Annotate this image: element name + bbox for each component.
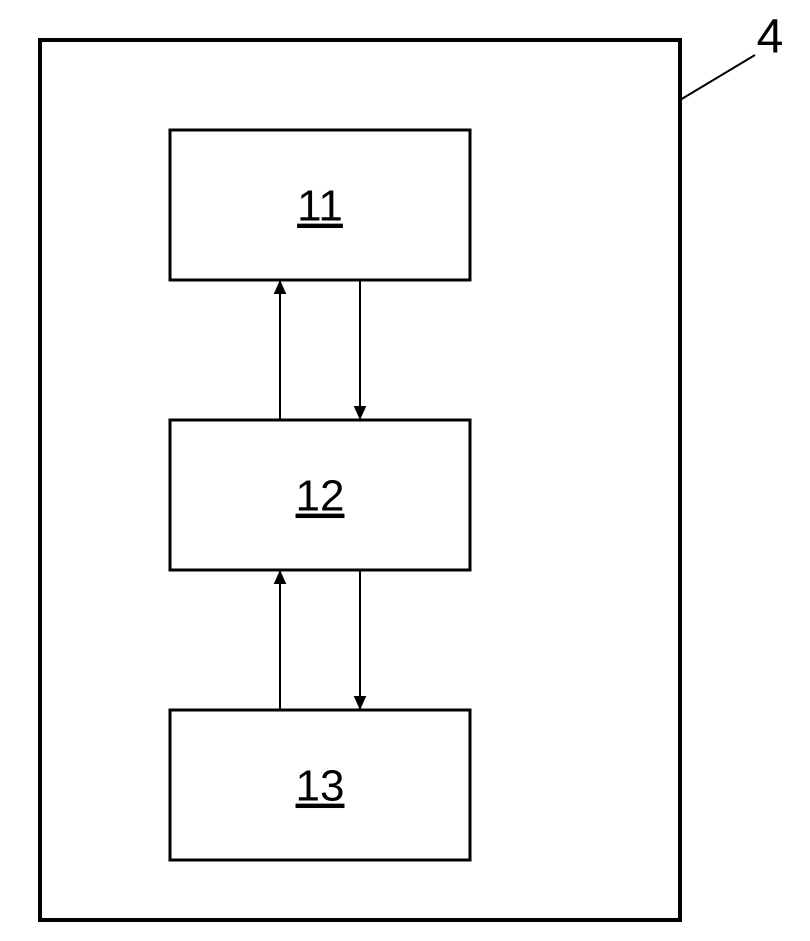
leader-line (680, 55, 755, 100)
box-11: 11 (170, 130, 470, 280)
box-12: 12 (170, 420, 470, 570)
outer-label-4: 4 (757, 11, 784, 64)
block-label: 12 (296, 472, 345, 521)
block-label: 11 (297, 182, 343, 231)
box-13: 13 (170, 710, 470, 860)
outer-container-box (40, 40, 680, 920)
block-diagram: 4 11 12 13 (0, 0, 810, 941)
block-label: 13 (296, 762, 345, 811)
inner-boxes: 11 12 13 (170, 130, 470, 860)
